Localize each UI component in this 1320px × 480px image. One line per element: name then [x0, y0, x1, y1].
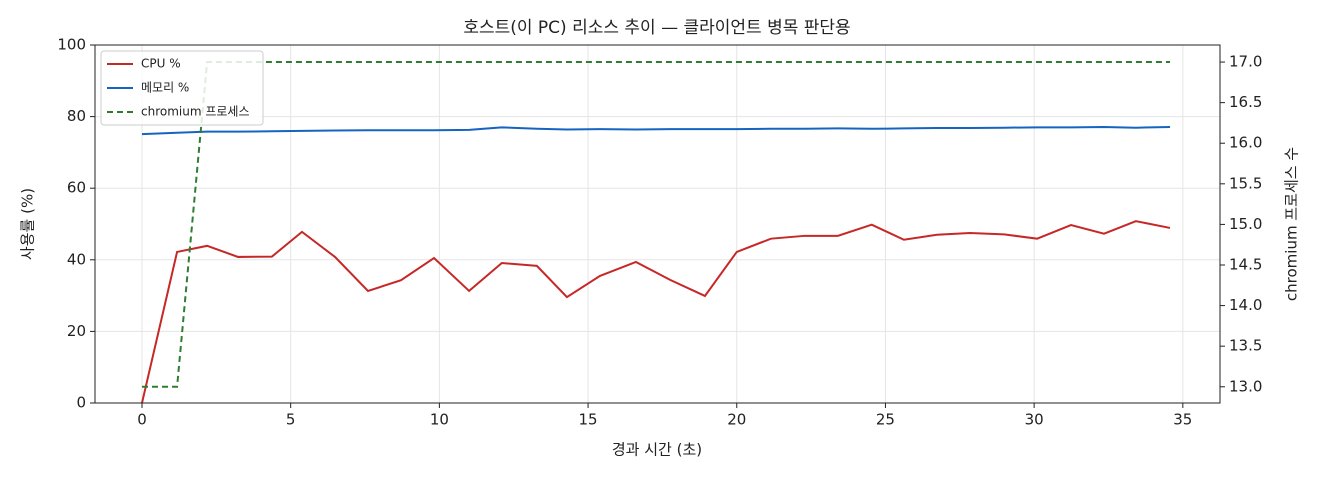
y2-tick-label: 15.5 — [1229, 174, 1262, 192]
x-tick-label: 10 — [430, 411, 449, 429]
y2-tick-label: 14.0 — [1229, 296, 1262, 314]
x-axis-label: 경과 시간 (초) — [612, 441, 702, 459]
y-axis-label: 사용률 (%) — [19, 188, 37, 260]
legend-box — [100, 50, 264, 126]
x-tick-label: 25 — [876, 411, 895, 429]
series-line — [141, 61, 1171, 388]
series-line — [141, 220, 1171, 404]
series-line — [141, 125, 1171, 136]
x-tick-label: 15 — [579, 411, 598, 429]
plot-frame — [94, 44, 1221, 404]
y2-tick-label: 16.0 — [1229, 134, 1262, 152]
legend-label: CPU % — [141, 57, 181, 71]
chart-title: 호스트(이 PC) 리소스 추이 — 클라이언트 병목 판단용 — [463, 18, 850, 38]
x-tick-label: 35 — [1173, 411, 1192, 429]
x-tick-label: 0 — [137, 411, 147, 429]
y2-tick-label: 15.0 — [1229, 215, 1262, 233]
x-tick-label: 30 — [1025, 411, 1044, 429]
y2-tick-label: 13.5 — [1229, 337, 1262, 355]
x-tick-label: 5 — [286, 411, 296, 429]
y-tick-label: 80 — [67, 107, 86, 125]
y-tick-label: 60 — [67, 179, 86, 197]
legend-label: 메모리 % — [141, 81, 189, 95]
y2-tick-label: 14.5 — [1229, 255, 1262, 273]
y2-axis-label: chromium 프로세스 수 — [1283, 147, 1301, 301]
y2-tick-label: 17.0 — [1229, 53, 1262, 71]
legend-label: chromium 프로세스 — [141, 105, 250, 119]
y-tick-label: 40 — [67, 250, 86, 268]
x-tick-label: 20 — [727, 411, 746, 429]
y-tick-label: 0 — [76, 394, 86, 412]
y2-tick-label: 16.5 — [1229, 93, 1262, 111]
y2-tick-label: 13.0 — [1229, 377, 1262, 395]
y-tick-label: 100 — [57, 36, 86, 54]
y-tick-label: 20 — [67, 322, 86, 340]
